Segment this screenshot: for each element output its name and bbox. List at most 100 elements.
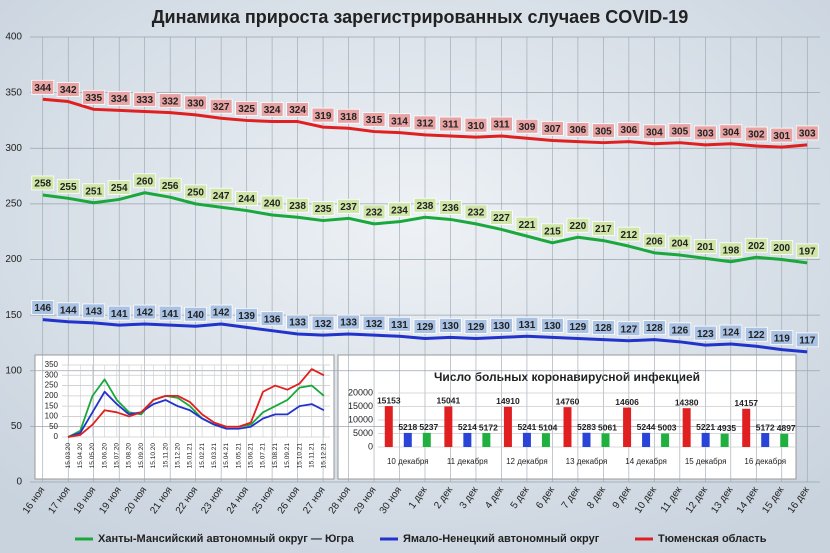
- data-label-box: [541, 317, 564, 333]
- bar: [482, 433, 491, 447]
- bar: [422, 432, 431, 447]
- data-label: 128: [595, 323, 612, 334]
- data-label: 335: [85, 93, 102, 104]
- data-label-box: [260, 102, 284, 117]
- y-tick-label: 100: [5, 365, 22, 376]
- bar: [563, 407, 572, 447]
- x-tick-label: 15.10.21: [296, 443, 303, 469]
- data-label: 4897: [777, 423, 796, 433]
- data-label: 14606: [615, 397, 639, 407]
- data-label: 139: [238, 311, 255, 322]
- data-label-box: [617, 226, 641, 242]
- x-tick-label: 15.08.21: [272, 443, 279, 469]
- data-label-box: [668, 123, 692, 139]
- data-label: 127: [621, 324, 638, 335]
- data-label: 15041: [437, 396, 461, 406]
- y-tick-label: 200: [45, 391, 59, 400]
- data-label: 344: [34, 83, 51, 94]
- bar: [780, 433, 789, 447]
- x-tick-label: 15.01.21: [187, 443, 194, 469]
- data-label: 129: [417, 322, 434, 333]
- data-label-box: [515, 118, 539, 134]
- data-label: 311: [442, 120, 459, 131]
- x-tick-label: 10 декабря: [387, 457, 429, 466]
- x-tick-label: 15.11.21: [308, 443, 315, 468]
- data-label: 117: [799, 335, 816, 346]
- data-label-box: [362, 204, 386, 220]
- data-label: 123: [697, 329, 714, 340]
- data-label: 324: [264, 105, 281, 116]
- bar: [720, 433, 729, 447]
- data-label: 334: [111, 94, 128, 105]
- data-label: 133: [289, 318, 306, 329]
- data-label-box: [795, 332, 819, 348]
- data-label-box: [388, 202, 411, 218]
- data-label-box: [362, 315, 386, 331]
- data-label-box: [158, 305, 182, 321]
- data-label-box: [770, 330, 794, 346]
- data-label: 14910: [496, 396, 520, 406]
- data-label-box: [541, 223, 564, 239]
- bar: [541, 433, 550, 447]
- data-label: 302: [748, 130, 765, 141]
- data-label: 247: [213, 191, 230, 202]
- data-label-box: [642, 233, 666, 249]
- y-tick-label: 0: [54, 432, 59, 441]
- data-label: 221: [519, 220, 536, 231]
- data-label: 5283: [577, 422, 596, 432]
- data-label: 306: [621, 125, 638, 136]
- data-label: 132: [366, 319, 383, 330]
- data-label-box: [235, 101, 259, 116]
- data-label: 232: [366, 208, 383, 219]
- data-label-box: [260, 195, 284, 211]
- data-label-box: [439, 317, 462, 333]
- data-label: 5237: [419, 422, 438, 432]
- data-label-box: [235, 307, 259, 323]
- data-label: 306: [570, 125, 587, 136]
- data-label-box: [31, 79, 55, 95]
- data-label-box: [744, 326, 768, 342]
- data-label-box: [286, 314, 309, 330]
- bar: [761, 433, 770, 447]
- data-label-box: [286, 102, 309, 117]
- data-label-box: [388, 113, 411, 129]
- data-label: 314: [391, 116, 408, 127]
- data-label-box: [413, 115, 437, 131]
- y-tick-label: 150: [5, 310, 22, 321]
- data-label: 324: [289, 105, 306, 116]
- data-label: 200: [773, 243, 790, 254]
- data-label: 311: [493, 120, 510, 131]
- series-line: [67, 368, 325, 438]
- data-label: 14157: [734, 398, 758, 408]
- data-label: 333: [136, 95, 153, 106]
- data-label: 325: [238, 104, 255, 115]
- series-line: [42, 97, 808, 149]
- data-label-box: [668, 235, 692, 251]
- data-label: 238: [417, 201, 434, 212]
- data-label: 304: [722, 127, 739, 138]
- bar: [503, 406, 512, 447]
- series-line: [67, 378, 325, 438]
- data-label: 312: [417, 119, 434, 130]
- data-label: 237: [340, 202, 357, 213]
- bar: [742, 408, 751, 447]
- data-label-box: [311, 315, 335, 331]
- y-tick-label: 350: [5, 87, 22, 98]
- bar: [701, 432, 710, 447]
- data-label: 330: [187, 99, 204, 110]
- bar: [582, 432, 591, 447]
- data-label-box: [439, 116, 462, 132]
- data-label: 15153: [377, 395, 401, 405]
- legend-label: Тюменская область: [658, 533, 767, 545]
- data-label: 251: [85, 186, 102, 197]
- x-tick-label: 15.03.21: [211, 443, 218, 469]
- data-label-box: [744, 237, 768, 253]
- data-label-box: [362, 112, 386, 127]
- data-label-box: [464, 319, 488, 334]
- data-label-box: [770, 240, 794, 255]
- data-label-box: [439, 200, 462, 215]
- data-label: 141: [162, 309, 179, 320]
- series-line: [42, 318, 808, 354]
- data-label-box: [184, 95, 208, 111]
- series-line: [42, 191, 808, 265]
